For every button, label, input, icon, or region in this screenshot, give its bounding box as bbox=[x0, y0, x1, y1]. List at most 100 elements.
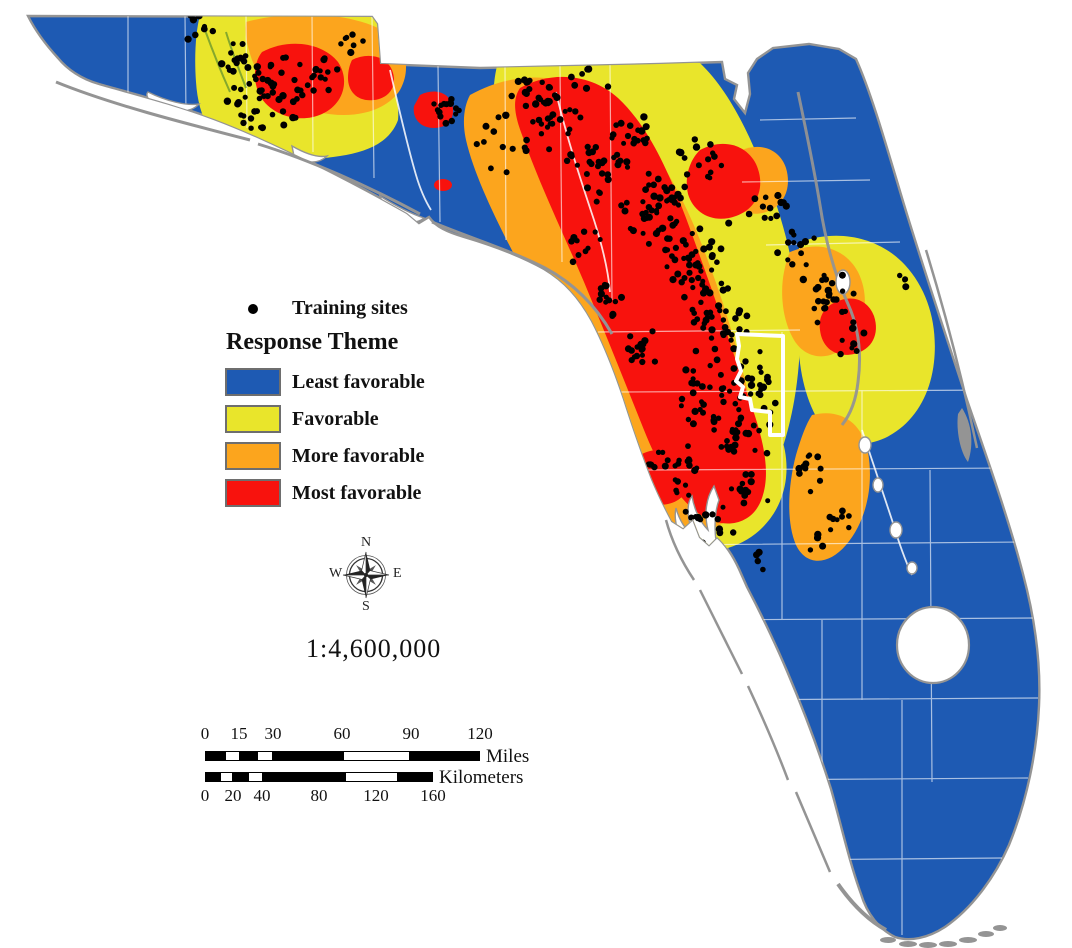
training-site-dot bbox=[267, 64, 273, 70]
training-site-dot bbox=[569, 258, 577, 266]
training-site-dot bbox=[807, 547, 814, 553]
training-site-dot bbox=[634, 344, 641, 350]
training-site-dot bbox=[730, 345, 738, 353]
training-site-dot bbox=[678, 403, 684, 409]
training-site-dot bbox=[225, 64, 231, 70]
training-site-dot bbox=[710, 413, 717, 420]
training-site-dot bbox=[815, 297, 822, 305]
training-site-dot bbox=[651, 358, 659, 365]
training-site-dot bbox=[690, 368, 697, 374]
training-site-dot bbox=[638, 127, 646, 135]
training-site-dot bbox=[743, 312, 751, 320]
training-site-dot bbox=[724, 438, 730, 444]
training-site-dot bbox=[745, 210, 753, 218]
training-site-dot bbox=[242, 94, 248, 100]
training-site-dot bbox=[718, 280, 725, 287]
training-site-dot bbox=[574, 238, 580, 244]
training-site-dot bbox=[229, 67, 237, 75]
training-site-dot bbox=[604, 171, 612, 178]
training-site-dot bbox=[584, 184, 591, 192]
training-site-dot bbox=[759, 203, 767, 210]
training-site-dot bbox=[226, 127, 233, 134]
training-site-dot bbox=[745, 488, 752, 496]
training-site-dot bbox=[612, 298, 619, 305]
training-site-dot bbox=[246, 80, 252, 87]
training-site-dot bbox=[692, 262, 699, 269]
training-site-dot bbox=[705, 243, 713, 251]
training-site-dot bbox=[711, 345, 719, 353]
training-site-dot bbox=[814, 534, 821, 542]
training-site-dot bbox=[566, 126, 573, 133]
training-site-dot bbox=[623, 199, 630, 206]
km-tick: 40 bbox=[253, 786, 271, 805]
training-site-dot bbox=[689, 420, 697, 428]
training-site-dot bbox=[294, 86, 301, 94]
training-site-dot bbox=[624, 164, 631, 170]
favorable-swatch bbox=[225, 405, 281, 433]
training-site-dot bbox=[772, 399, 779, 407]
training-site-dot bbox=[708, 326, 716, 334]
training-site-dot bbox=[717, 371, 724, 378]
training-site-dot bbox=[627, 225, 634, 232]
training-site-dot bbox=[584, 65, 593, 73]
training-site-dot bbox=[691, 136, 698, 143]
training-site-dot bbox=[481, 139, 487, 145]
training-site-dot bbox=[621, 140, 627, 146]
compass-label-north: N bbox=[361, 535, 372, 550]
training-site-dot bbox=[705, 156, 712, 163]
training-site-dot bbox=[640, 199, 646, 205]
training-site-dot bbox=[751, 195, 759, 203]
training-site-dot bbox=[639, 352, 646, 358]
training-site-dot bbox=[609, 313, 616, 319]
most-favorable-patch bbox=[686, 143, 761, 219]
training-site-dot bbox=[643, 209, 649, 216]
training-site-dot bbox=[325, 69, 331, 75]
km-tick: 80 bbox=[310, 786, 328, 805]
training-site-dot bbox=[641, 341, 647, 348]
training-site-dot bbox=[678, 395, 686, 403]
training-site-dot bbox=[291, 76, 298, 84]
training-site-dot bbox=[681, 293, 688, 301]
training-site-dot bbox=[567, 107, 573, 113]
training-site-dot bbox=[240, 119, 247, 127]
training-site-dot bbox=[589, 148, 596, 156]
training-site-dot bbox=[579, 71, 585, 77]
training-site-dot bbox=[756, 427, 762, 434]
training-site-dot bbox=[757, 349, 763, 355]
training-site-dot bbox=[707, 362, 713, 369]
training-site-dot bbox=[828, 527, 834, 533]
training-site-dot bbox=[853, 348, 860, 354]
training-site-dot bbox=[682, 366, 690, 374]
training-site-dot bbox=[799, 275, 807, 284]
training-site-dot bbox=[820, 298, 827, 305]
training-site-dot bbox=[663, 187, 671, 195]
training-site-dot bbox=[690, 380, 697, 387]
training-site-dot bbox=[825, 292, 833, 299]
training-site-dot bbox=[708, 238, 716, 246]
most-favorable-patch bbox=[434, 179, 452, 191]
training-site-dot bbox=[846, 513, 852, 519]
training-site-dot bbox=[256, 87, 264, 95]
training-site-dot bbox=[805, 453, 811, 459]
training-site-dot bbox=[807, 488, 814, 495]
training-site-dot bbox=[850, 290, 857, 297]
training-site-dot bbox=[321, 55, 328, 62]
training-site-dot bbox=[732, 400, 739, 407]
training-site-dot bbox=[739, 480, 746, 487]
training-site-dot bbox=[538, 121, 545, 127]
training-site-dot bbox=[699, 281, 706, 288]
training-site-dot bbox=[723, 308, 729, 315]
training-site-dot bbox=[244, 64, 252, 71]
training-site-dot bbox=[664, 198, 670, 204]
training-site-dot bbox=[664, 235, 671, 242]
training-site-dot bbox=[259, 124, 266, 132]
training-site-dot bbox=[765, 498, 771, 504]
training-site-dot bbox=[672, 244, 680, 251]
training-site-dot bbox=[577, 114, 584, 121]
training-site-dot bbox=[548, 114, 554, 120]
compass-rose-icon bbox=[342, 551, 390, 599]
training-site-dot bbox=[682, 482, 689, 488]
miles-tick: 60 bbox=[333, 724, 351, 743]
training-site-dot bbox=[838, 271, 846, 279]
